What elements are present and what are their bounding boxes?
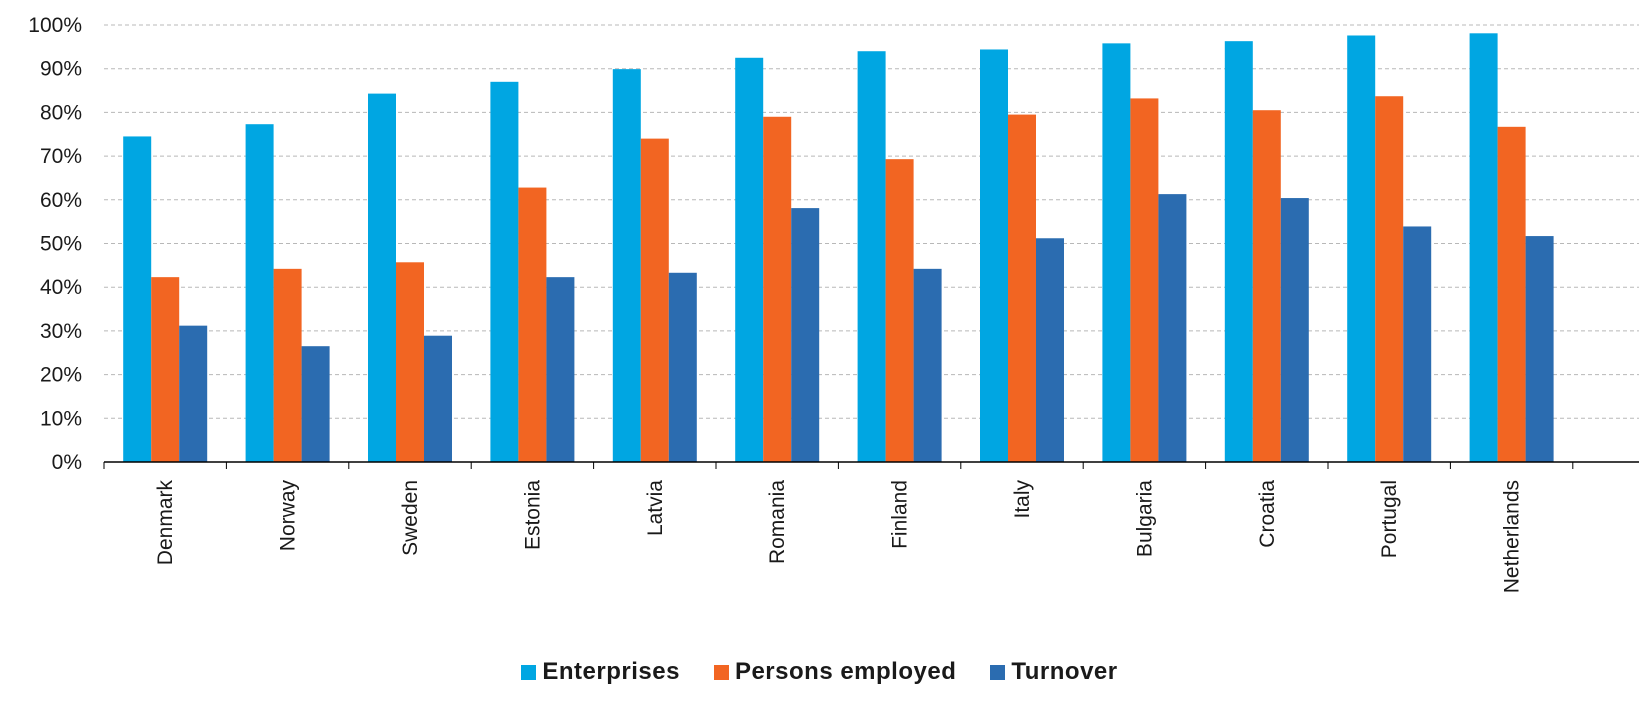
legend-swatch-persons-employed: [713, 664, 729, 680]
bar: [1525, 236, 1554, 462]
gridlines: [104, 24, 1639, 419]
bar: [857, 51, 886, 462]
bar: [396, 262, 424, 462]
bar: [1347, 35, 1376, 462]
x-category-label: Latvia: [644, 480, 667, 536]
bar: [913, 268, 942, 462]
x-category-label: Croatia: [1256, 480, 1279, 548]
x-category-label: Estonia: [521, 480, 544, 550]
legend-label-turnover: Turnover: [1011, 658, 1118, 685]
y-tick-label: 80%: [40, 101, 82, 124]
y-tick-label: 100%: [28, 14, 82, 37]
bar: [668, 272, 697, 462]
bar: [368, 93, 396, 462]
x-category-label: Romania: [766, 480, 789, 564]
x-category-label: Finland: [889, 480, 912, 549]
bar: [885, 159, 914, 462]
x-category-label: Norway: [277, 480, 300, 552]
bar: [151, 277, 180, 462]
bar: [1252, 110, 1281, 462]
bar: [424, 335, 452, 462]
legend-swatch-turnover: [990, 664, 1006, 680]
bar: [123, 136, 152, 462]
legend-swatch-enterprises: [521, 664, 537, 680]
x-category-label: Netherlands: [1501, 480, 1524, 593]
bar: [546, 277, 575, 462]
bar: [273, 268, 302, 462]
bar: [1375, 96, 1404, 462]
bar: [518, 187, 547, 462]
x-category-label: Bulgaria: [1133, 480, 1156, 557]
y-tick-label: 90%: [40, 58, 82, 81]
bar: [1403, 226, 1432, 462]
y-tick-label: 40%: [40, 276, 82, 299]
legend-item-enterprises: Enterprises: [521, 658, 680, 686]
legend-label-persons-employed: Persons employed: [734, 658, 957, 685]
bar: [490, 81, 519, 462]
bar: [1497, 126, 1526, 463]
y-tick-label: 50%: [40, 233, 82, 256]
y-tick-label: 70%: [40, 145, 82, 168]
legend-item-persons-employed: Persons employed: [713, 658, 957, 686]
category-labels: Denmark Norway Sweden Estonia Latvia Romania F…: [154, 480, 1523, 594]
bar: [301, 346, 330, 462]
x-category-label: Sweden: [399, 480, 422, 556]
bar: [1130, 98, 1159, 462]
bars: [123, 33, 1554, 463]
x-axis: [103, 461, 1639, 469]
bar: [640, 138, 669, 462]
bar: [1102, 43, 1131, 462]
bar: [735, 57, 764, 463]
y-tick-label: 10%: [40, 407, 82, 430]
y-tick-label: 60%: [40, 189, 82, 212]
y-axis-ticks: 0% 10% 20% 30% 40% 50% 60% 70% 80% 90% 100%: [28, 14, 82, 474]
x-category-label: Italy: [1011, 480, 1034, 519]
bar: [179, 325, 208, 462]
bar: [612, 69, 641, 463]
bar: [1008, 114, 1036, 463]
bar: [1224, 41, 1253, 462]
legend-item-turnover: Turnover: [990, 658, 1117, 686]
bar: [1469, 33, 1498, 462]
bar: [1158, 194, 1187, 462]
y-tick-label: 0%: [52, 451, 82, 474]
bar: [1036, 238, 1064, 462]
x-category-label: Portugal: [1378, 480, 1401, 558]
bar: [763, 116, 792, 463]
bar: [1280, 198, 1309, 462]
y-tick-label: 20%: [40, 364, 82, 387]
bar: [980, 49, 1008, 463]
bar: [791, 208, 820, 462]
legend-label-enterprises: Enterprises: [542, 658, 680, 685]
x-category-label: Denmark: [154, 480, 177, 566]
bar: [245, 124, 274, 462]
y-tick-label: 30%: [40, 320, 82, 343]
legend: Enterprises Persons employed Turnover: [0, 652, 1639, 692]
